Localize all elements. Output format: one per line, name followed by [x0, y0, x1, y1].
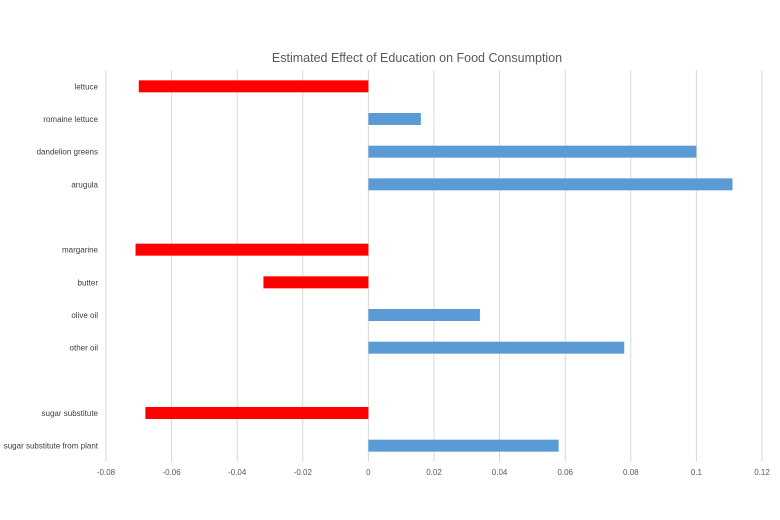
- category-label-2: dandelion greens: [37, 148, 98, 157]
- bar-11: [368, 439, 559, 452]
- category-label-8: other oil: [70, 344, 99, 353]
- x-tick-label-3: -0.02: [294, 468, 313, 477]
- x-tick-label-0: -0.08: [97, 468, 116, 477]
- x-tick-label-9: 0.1: [691, 468, 703, 477]
- x-tick-label-1: -0.06: [162, 468, 181, 477]
- bars: [135, 80, 733, 452]
- bar-10: [145, 407, 369, 419]
- category-label-1: romaine lettuce: [43, 115, 98, 124]
- x-tick-label-7: 0.06: [557, 468, 573, 477]
- bar-3: [368, 178, 733, 191]
- category-label-0: lettuce: [74, 82, 98, 91]
- x-tick-label-5: 0.02: [426, 468, 442, 477]
- x-tick-label-10: 0.12: [754, 468, 770, 477]
- bar-6: [263, 276, 369, 289]
- category-label-10: sugar substitute: [42, 409, 99, 418]
- category-label-5: margarine: [62, 246, 99, 255]
- category-label-11: sugar substitute from plant: [4, 442, 99, 451]
- gridlines: [105, 70, 763, 462]
- x-tick-label-6: 0.04: [492, 468, 508, 477]
- x-axis-tick-labels: -0.08 -0.06 -0.04 -0.02 0 0.02 0.04 0.06 0.08 0.1…: [97, 468, 770, 477]
- category-labels: lettuce romaine lettuce dandelion greens ar…: [4, 82, 99, 450]
- category-label-3: arugula: [71, 180, 98, 189]
- bar-0: [138, 80, 369, 93]
- x-tick-label-2: -0.04: [228, 468, 247, 477]
- category-label-7: olive oil: [71, 311, 98, 320]
- bar-1: [368, 113, 421, 125]
- x-tick-label-4: 0: [366, 468, 371, 477]
- chart-title: Estimated Effect of Education on Food Co…: [272, 51, 562, 65]
- bar-7: [368, 309, 480, 321]
- x-tick-label-8: 0.08: [623, 468, 639, 477]
- bar-5: [135, 243, 369, 256]
- bar-2: [368, 145, 697, 158]
- category-label-6: butter: [78, 278, 99, 287]
- bar-8: [368, 341, 625, 354]
